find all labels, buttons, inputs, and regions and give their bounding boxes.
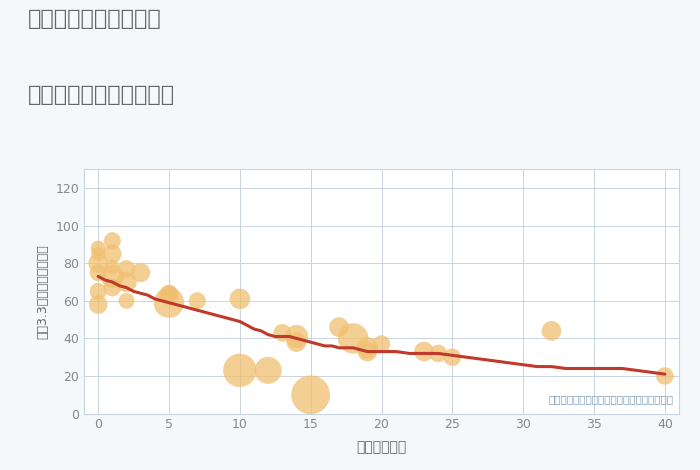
Point — [163, 290, 174, 297]
X-axis label: 築年数（年）: 築年数（年） — [356, 440, 407, 454]
Point — [92, 288, 104, 295]
Text: 三重県鈴鹿市磯山町の: 三重県鈴鹿市磯山町の — [28, 9, 162, 30]
Point — [362, 348, 373, 355]
Text: 円の大きさは、取引のあった物件面積を示す: 円の大きさは、取引のあった物件面積を示す — [548, 394, 673, 404]
Point — [106, 237, 118, 244]
Point — [106, 250, 118, 258]
Point — [92, 244, 104, 252]
Point — [92, 269, 104, 276]
Point — [106, 273, 118, 280]
Point — [234, 367, 246, 374]
Point — [376, 340, 387, 348]
Point — [348, 335, 359, 342]
Point — [106, 263, 118, 271]
Point — [291, 338, 302, 346]
Text: 築年数別中古戸建て価格: 築年数別中古戸建て価格 — [28, 85, 175, 105]
Point — [135, 269, 146, 276]
Point — [121, 297, 132, 305]
Point — [163, 291, 174, 299]
Y-axis label: 坪（3.3㎡）単価（万円）: 坪（3.3㎡）単価（万円） — [36, 244, 50, 339]
Point — [659, 372, 671, 380]
Point — [234, 295, 246, 303]
Point — [192, 297, 203, 305]
Point — [362, 344, 373, 352]
Point — [291, 333, 302, 340]
Point — [163, 299, 174, 306]
Point — [447, 353, 458, 361]
Point — [121, 278, 132, 286]
Point — [333, 323, 344, 331]
Point — [262, 367, 274, 374]
Point — [276, 329, 288, 337]
Point — [305, 391, 316, 399]
Point — [106, 284, 118, 291]
Point — [546, 327, 557, 335]
Point — [92, 259, 104, 267]
Point — [419, 348, 430, 355]
Point — [92, 250, 104, 258]
Point — [433, 350, 444, 357]
Point — [92, 301, 104, 308]
Point — [121, 265, 132, 273]
